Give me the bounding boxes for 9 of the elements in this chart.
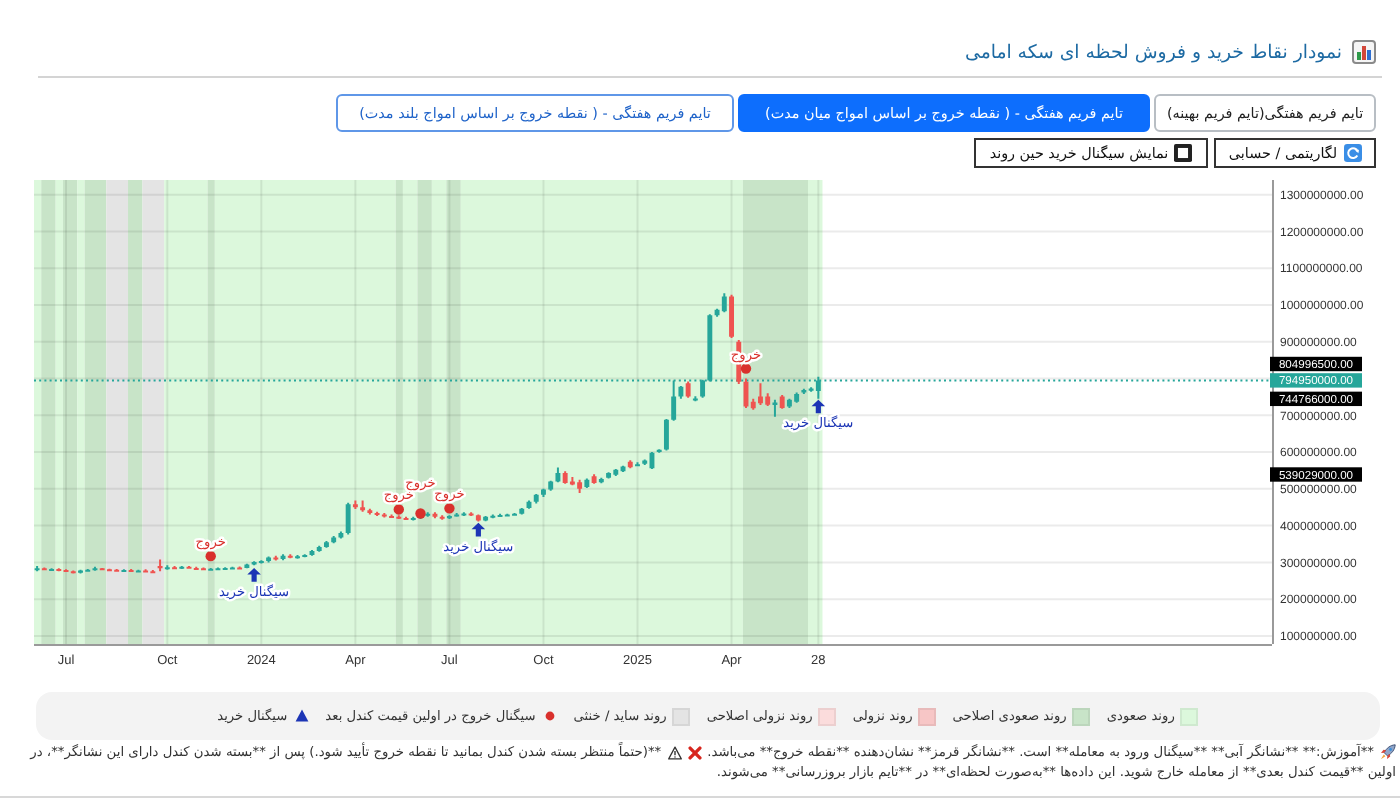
point <box>444 503 455 514</box>
chart-title: نمودار نقاط خرید و فروش لحظه ای سکه امامی <box>965 42 1342 64</box>
point <box>811 399 826 414</box>
candlestick <box>772 399 778 417</box>
point <box>471 522 486 537</box>
point <box>415 508 426 519</box>
point <box>393 504 404 515</box>
point <box>247 568 261 582</box>
point <box>205 550 216 562</box>
